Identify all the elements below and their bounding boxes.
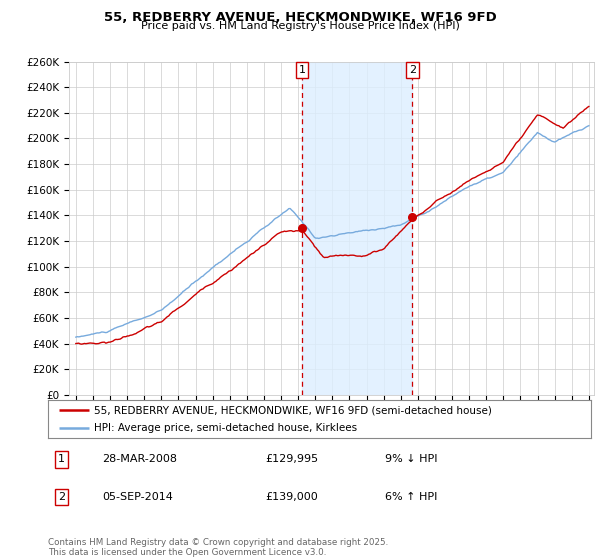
Text: Contains HM Land Registry data © Crown copyright and database right 2025.
This d: Contains HM Land Registry data © Crown c… xyxy=(48,538,388,557)
Text: 1: 1 xyxy=(58,454,65,464)
Text: £139,000: £139,000 xyxy=(265,492,318,502)
Text: 2: 2 xyxy=(58,492,65,502)
Text: 28-MAR-2008: 28-MAR-2008 xyxy=(103,454,178,464)
Text: 55, REDBERRY AVENUE, HECKMONDWIKE, WF16 9FD: 55, REDBERRY AVENUE, HECKMONDWIKE, WF16 … xyxy=(104,11,496,24)
Text: Price paid vs. HM Land Registry's House Price Index (HPI): Price paid vs. HM Land Registry's House … xyxy=(140,21,460,31)
Text: 55, REDBERRY AVENUE, HECKMONDWIKE, WF16 9FD (semi-detached house): 55, REDBERRY AVENUE, HECKMONDWIKE, WF16 … xyxy=(94,405,492,415)
Text: 6% ↑ HPI: 6% ↑ HPI xyxy=(385,492,437,502)
Bar xyxy=(302,62,412,395)
Text: 1: 1 xyxy=(299,65,305,75)
Text: £129,995: £129,995 xyxy=(265,454,319,464)
Text: 2: 2 xyxy=(409,65,416,75)
Text: 05-SEP-2014: 05-SEP-2014 xyxy=(103,492,173,502)
Text: 9% ↓ HPI: 9% ↓ HPI xyxy=(385,454,437,464)
Text: HPI: Average price, semi-detached house, Kirklees: HPI: Average price, semi-detached house,… xyxy=(94,423,357,433)
